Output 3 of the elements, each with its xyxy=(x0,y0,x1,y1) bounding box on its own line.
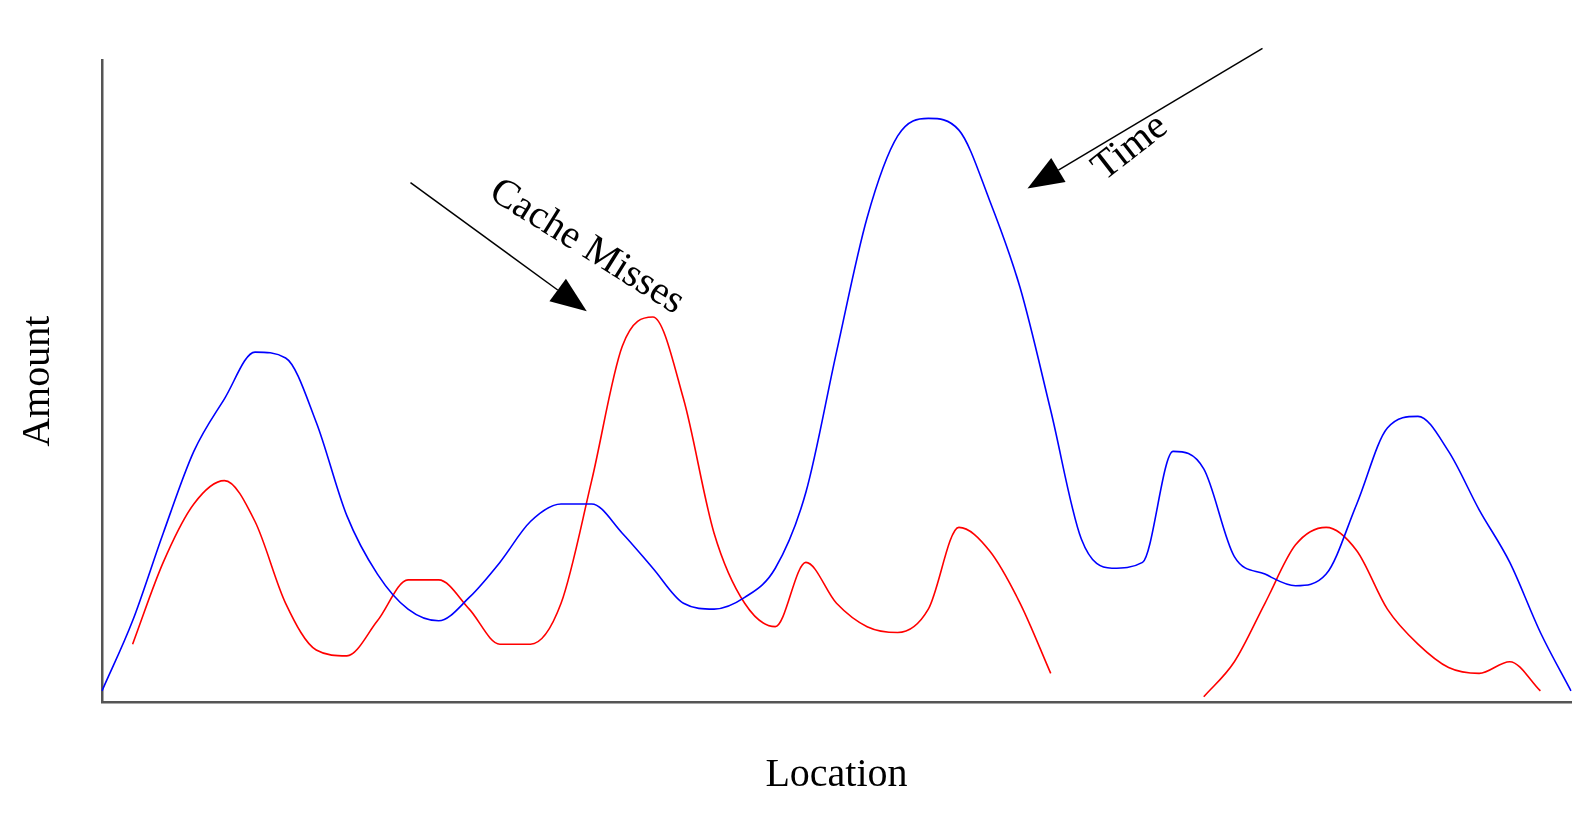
text: Time xyxy=(1081,101,1175,189)
x-axis-title: Location xyxy=(765,749,908,795)
y-axis-title: Amount xyxy=(12,315,58,447)
